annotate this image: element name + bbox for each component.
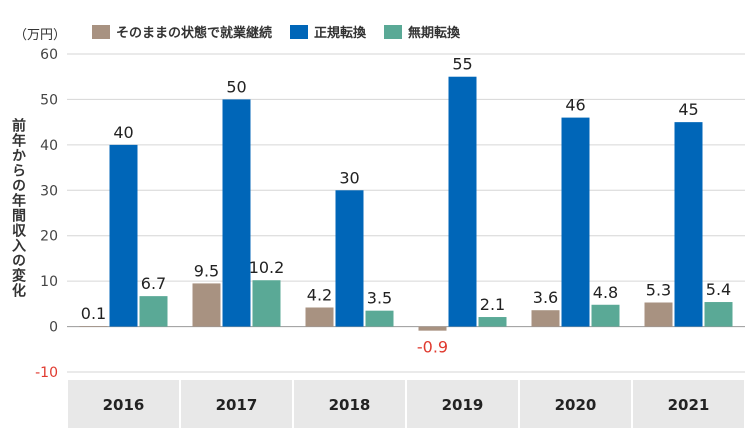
data-label-series-2-2020: 46 [565, 96, 585, 115]
data-label-series-2-2019: 55 [452, 55, 472, 74]
data-label-series-2-2016: 40 [113, 123, 133, 142]
y-tick-label-7: 60 [40, 47, 58, 63]
data-label-series-1-2016: 0.1 [81, 304, 106, 323]
x-category-band-3 [407, 380, 518, 428]
legend-swatch-series-1 [92, 24, 110, 39]
bar-series-1-2018 [305, 307, 334, 327]
data-label-series-3-2019: 2.1 [480, 295, 505, 314]
bar-series-3-2018 [365, 310, 394, 327]
legend-swatch-series-2 [290, 24, 309, 39]
bar-series-3-2019 [478, 317, 507, 327]
y-tick-label-3: 20 [40, 229, 58, 245]
data-label-series-3-2017: 10.2 [249, 258, 285, 277]
bar-series-3-2021 [704, 302, 733, 327]
y-tick-label-4: 30 [40, 183, 58, 199]
bar-series-1-2021 [644, 302, 673, 327]
legend: そのままの状態で就業継続 正規転換 無期転換 [92, 22, 478, 41]
x-category-band-1 [181, 380, 292, 428]
x-tick-label-3: 2019 [442, 396, 484, 414]
data-label-series-1-2019: -0.9 [417, 338, 448, 357]
x-category-band-0 [68, 380, 179, 428]
x-category-band-4 [520, 380, 631, 428]
x-tick-label-5: 2021 [668, 396, 710, 414]
bar-series-2-2018 [335, 190, 364, 327]
legend-item-series-2: 正規転換 [290, 22, 366, 41]
data-label-series-2-2021: 45 [678, 100, 698, 119]
data-label-series-3-2021: 5.4 [706, 280, 731, 299]
bar-series-3-2016 [139, 296, 168, 327]
data-label-series-1-2017: 9.5 [194, 261, 219, 280]
bar-series-2-2019 [448, 76, 477, 327]
bar-series-2-2021 [674, 122, 703, 327]
bar-series-2-2016 [109, 144, 138, 327]
x-tick-label-0: 2016 [103, 396, 145, 414]
bar-series-1-2017 [192, 283, 221, 327]
y-tick-label-0: -10 [35, 365, 58, 381]
data-label-series-1-2021: 5.3 [646, 280, 671, 299]
legend-swatch-series-3 [384, 24, 403, 39]
data-label-series-3-2020: 4.8 [593, 283, 618, 302]
bar-series-3-2020 [591, 304, 620, 327]
data-label-series-1-2020: 3.6 [533, 288, 558, 307]
bar-series-2-2017 [222, 99, 251, 327]
y-axis-title: 前年からの年間収入の変化 [10, 118, 26, 298]
x-category-band-5 [633, 380, 744, 428]
x-tick-label-1: 2017 [216, 396, 258, 414]
x-tick-label-4: 2020 [555, 396, 597, 414]
data-label-series-2-2018: 30 [339, 168, 359, 187]
x-tick-label-2: 2018 [329, 396, 371, 414]
x-category-band-2 [294, 380, 405, 428]
legend-label-series-2: 正規転換 [314, 26, 367, 41]
bar-series-1-2020 [531, 310, 560, 327]
bar-series-3-2017 [252, 280, 281, 327]
legend-label-series-1: そのままの状態で就業継続 [116, 26, 273, 41]
y-tick-label-5: 40 [40, 138, 58, 154]
bar-series-1-2019 [418, 326, 447, 331]
y-tick-label-1: 0 [49, 320, 58, 336]
data-label-series-3-2018: 3.5 [367, 289, 392, 308]
bar-series-2-2020 [561, 117, 590, 327]
y-tick-label-6: 50 [40, 92, 58, 108]
legend-label-series-3: 無期転換 [408, 26, 461, 41]
data-label-series-2-2017: 50 [226, 77, 246, 96]
unit-label: （万円） [14, 28, 67, 43]
legend-item-series-1: そのままの状態で就業継続 [92, 22, 272, 41]
data-label-series-1-2018: 4.2 [307, 285, 332, 304]
y-tick-label-2: 10 [40, 274, 58, 290]
legend-item-series-3: 無期転換 [384, 22, 460, 41]
data-label-series-3-2016: 6.7 [141, 274, 166, 293]
bar-series-1-2016 [79, 326, 108, 327]
